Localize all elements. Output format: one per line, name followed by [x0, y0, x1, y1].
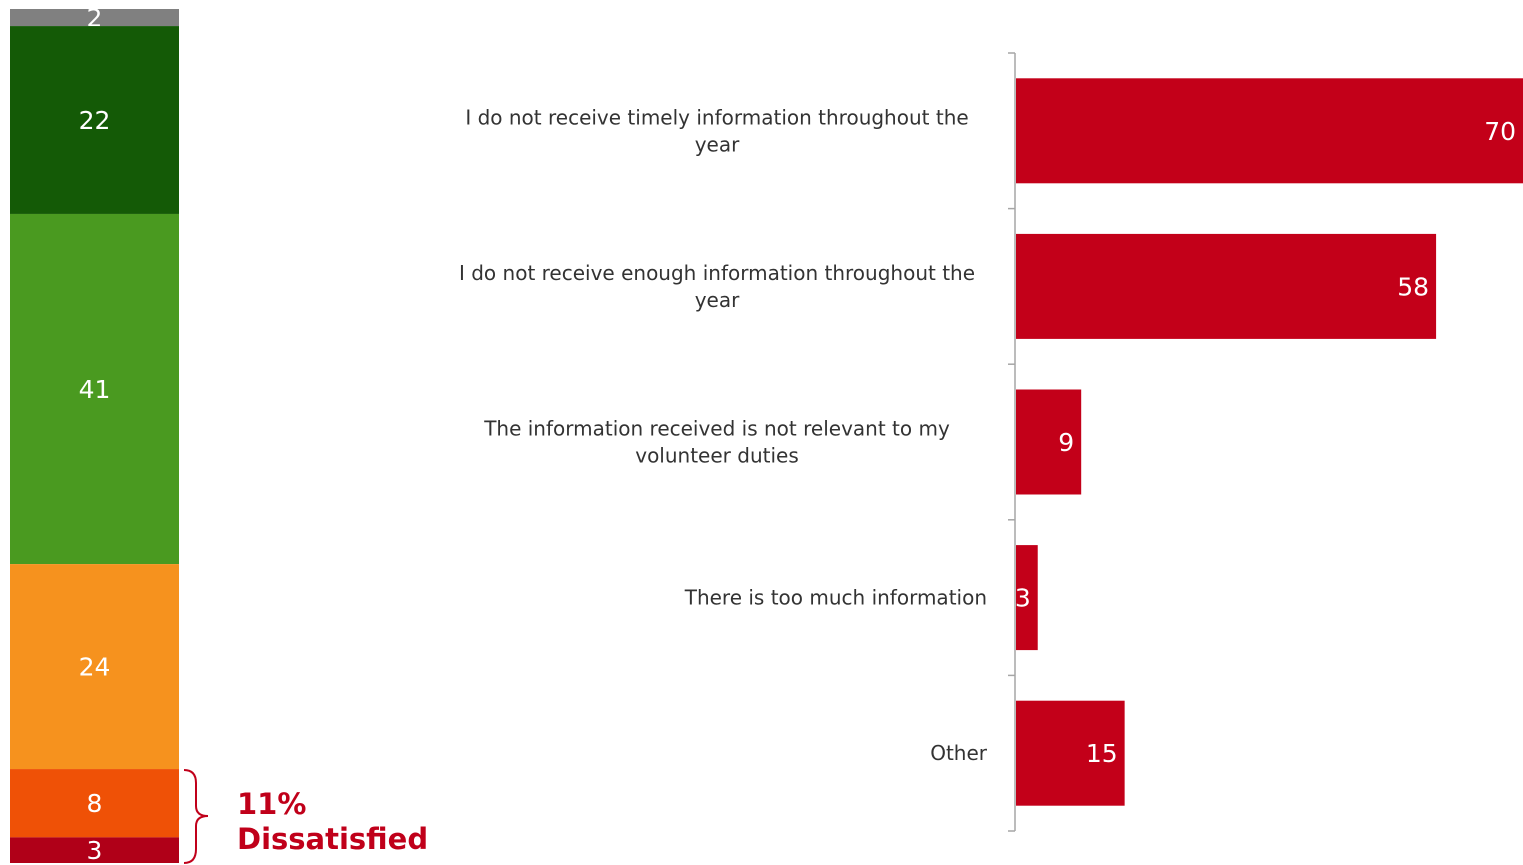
category-label: I do not receive enough information thro…	[459, 261, 975, 285]
stack-segment	[10, 213, 179, 565]
bar-value-label: 15	[1086, 739, 1118, 768]
stack-segment	[10, 26, 179, 214]
category-label: volunteer duties	[635, 444, 799, 468]
category-label: year	[695, 288, 740, 312]
bar	[1016, 389, 1082, 495]
callout-label: Dissatisfied	[237, 822, 428, 856]
stack-segment	[10, 769, 179, 838]
bar-value-label: 3	[1015, 584, 1031, 613]
bar-value-label: 58	[1397, 272, 1429, 301]
stack-segment-label: 3	[87, 836, 103, 865]
bar	[1016, 545, 1038, 651]
stack-segment-label: 2	[87, 4, 103, 33]
category-label: The information received is not relevant…	[483, 417, 950, 441]
category-label: year	[695, 132, 740, 156]
bar	[1016, 700, 1125, 806]
bar-value-label: 70	[1484, 117, 1516, 146]
stack-segment-label: 22	[79, 106, 111, 135]
bar	[1016, 78, 1523, 184]
category-label: Other	[930, 741, 988, 765]
stack-segment-label: 8	[87, 789, 103, 818]
category-label: I do not receive timely information thro…	[465, 105, 968, 129]
callout-brace	[183, 769, 209, 864]
category-label: There is too much information	[684, 586, 987, 610]
dissatisfied-callout: 11% Dissatisfied	[183, 769, 428, 864]
stack-segment	[10, 564, 179, 770]
stack-segment	[10, 837, 179, 863]
callout-percentage: 11%	[237, 787, 306, 821]
stack-segment-label: 41	[79, 375, 111, 404]
bar-value-label: 9	[1058, 428, 1074, 457]
reasons-horizontal-bar-chart: 70 I do not receive timely information th…	[459, 52, 1523, 832]
stack-segment	[10, 9, 179, 27]
bar	[1016, 233, 1437, 339]
stack-segment-label: 24	[79, 653, 111, 682]
